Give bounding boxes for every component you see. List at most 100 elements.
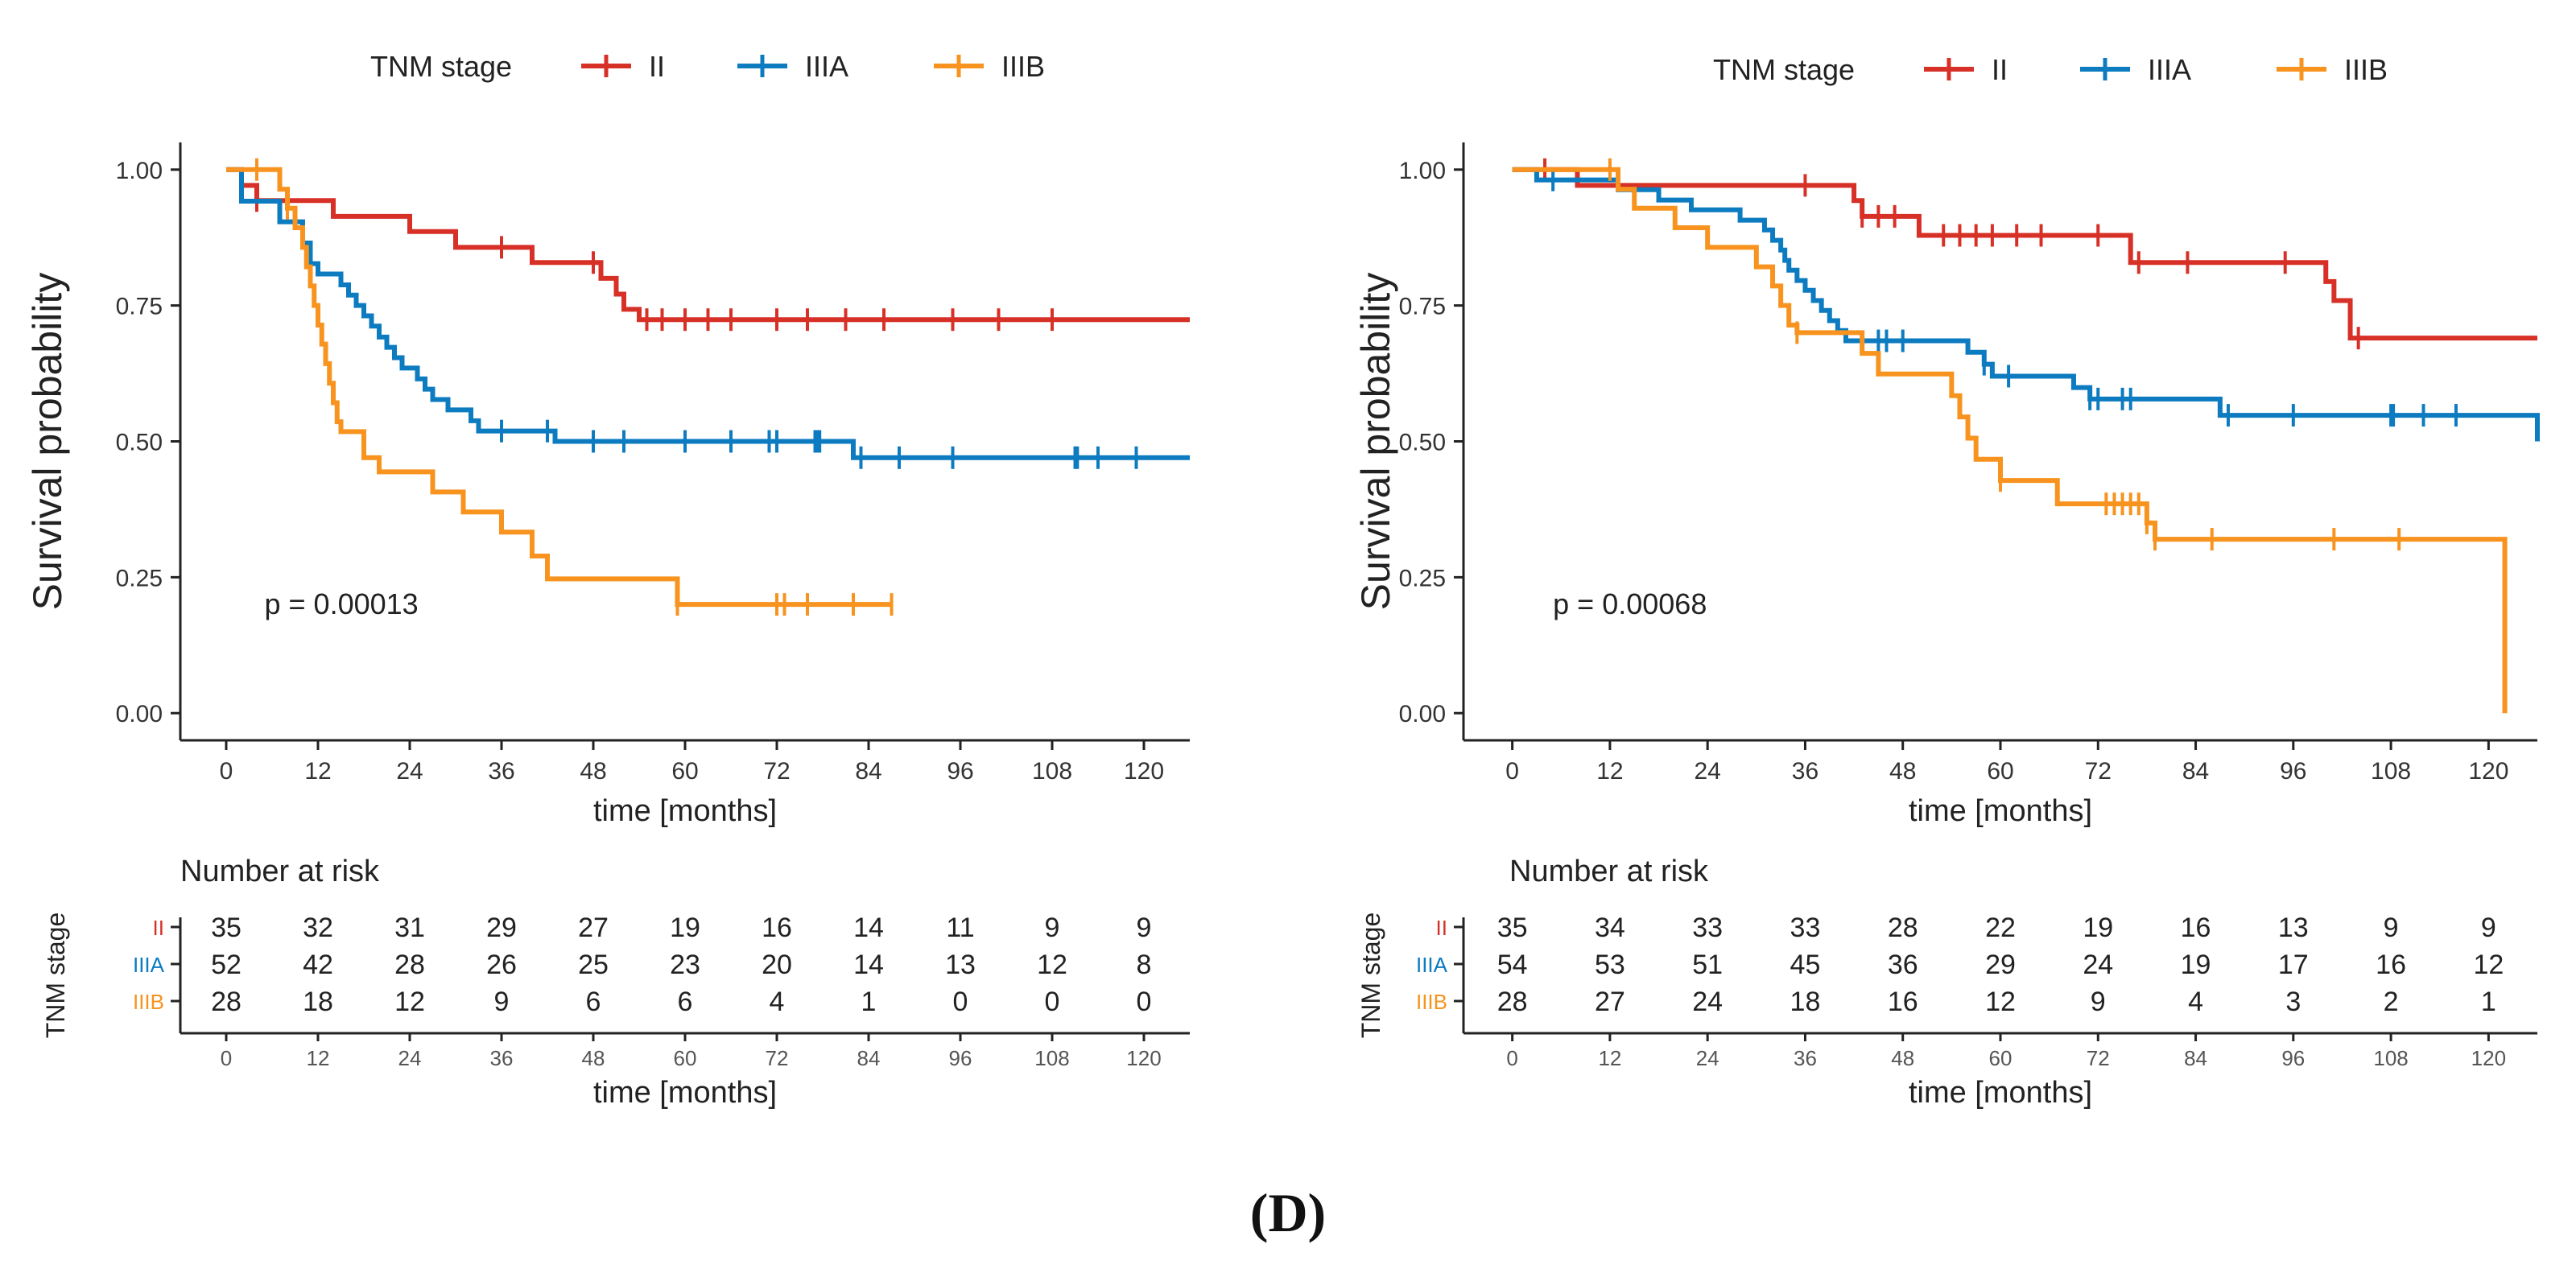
risk-table-group-axis-label: TNM stage	[41, 913, 70, 1038]
risk-table-cell: 22	[1985, 913, 2016, 943]
risk-table-cell: 9	[494, 987, 510, 1017]
risk-table-x-tick-label: 108	[2373, 1046, 2408, 1070]
risk-table-cell: 53	[1595, 950, 1625, 980]
risk-table-cell: 29	[1985, 950, 2016, 980]
risk-table-cell: 35	[1497, 913, 1528, 943]
legend: TNM stage II IIIA IIIB	[1713, 53, 2388, 86]
risk-table-cell: 4	[770, 987, 785, 1017]
x-axis-label: time [months]	[593, 794, 777, 828]
y-tick-label: 1.00	[116, 158, 163, 184]
risk-table-x-tick-label: 60	[674, 1046, 697, 1070]
risk-table-x-tick-label: 12	[1598, 1046, 1621, 1070]
risk-table-x-tick-label: 24	[1696, 1046, 1719, 1070]
risk-table-cell: 20	[762, 950, 792, 980]
x-tick-label: 0	[220, 758, 233, 785]
risk-table-cell: 24	[1692, 987, 1723, 1017]
risk-table-x-tick-label: 120	[2471, 1046, 2506, 1070]
x-tick-label: 36	[1792, 758, 1818, 785]
risk-table-cell: 1	[861, 987, 877, 1017]
risk-table-cell: 2	[2384, 987, 2399, 1017]
x-tick-label: 48	[580, 758, 606, 785]
x-tick-label: 120	[2468, 758, 2508, 785]
survival-curve-ii	[1512, 167, 2537, 341]
risk-table-cell: 24	[2083, 950, 2113, 980]
risk-table-cell: 23	[670, 950, 700, 980]
risk-table-x-axis-label: time [months]	[1909, 1076, 2092, 1110]
risk-table-cell: 11	[946, 913, 974, 943]
risk-table-group-axis-label: TNM stage	[1356, 913, 1385, 1038]
y-tick-label: 0.75	[116, 294, 163, 320]
survival-curve-iiib	[226, 167, 892, 608]
risk-table-x-tick-label: 12	[307, 1046, 330, 1070]
risk-table-cell: 29	[486, 913, 517, 943]
risk-table-cell: 34	[1595, 913, 1625, 943]
y-axis-label: Survival probability	[1353, 273, 1398, 611]
risk-table-x-tick-label: 72	[2087, 1046, 2110, 1070]
risk-table-cell: 19	[2083, 913, 2113, 943]
risk-table-cell: 54	[1497, 950, 1528, 980]
risk-table-cell: 17	[2278, 950, 2309, 980]
risk-table-cell: 18	[303, 987, 333, 1017]
risk-table-cell: 19	[2181, 950, 2211, 980]
x-tick-label: 108	[2371, 758, 2411, 785]
legend-label-ii: II	[1992, 53, 2008, 86]
risk-table-x-tick-label: 96	[949, 1046, 972, 1070]
risk-table-cell: 9	[1045, 913, 1060, 943]
x-tick-label: 12	[304, 758, 331, 785]
km-chart-1: TNM stage II IIIA IIIB 0.00 0.25 0.50 0.75 1.00 0…	[25, 50, 1190, 1110]
risk-table-cell: 16	[2376, 950, 2406, 980]
risk-table-cell: 27	[578, 913, 609, 943]
risk-table-cell: 33	[1692, 913, 1723, 943]
risk-table-x-tick-label: 36	[1794, 1046, 1817, 1070]
x-tick-label: 72	[2085, 758, 2112, 785]
risk-table-cell: 14	[853, 913, 884, 943]
risk-table-cell: 51	[1692, 950, 1723, 980]
legend-label-iiib: IIIB	[2344, 53, 2388, 86]
risk-table-cell: 12	[2473, 950, 2504, 980]
risk-table-cell: 12	[1985, 987, 2016, 1017]
risk-table-x-tick-label: 84	[2184, 1046, 2207, 1070]
risk-table-group-label: IIIB	[133, 990, 164, 1014]
risk-table-cell: 45	[1790, 950, 1821, 980]
risk-table-x-tick-label: 36	[490, 1046, 514, 1070]
y-tick-label: 1.00	[1399, 158, 1446, 184]
risk-table-cell: 42	[303, 950, 333, 980]
legend-label-ii: II	[649, 50, 665, 83]
risk-table-group-label: IIIA	[1416, 953, 1448, 977]
y-tick-label: 0.50	[1399, 430, 1446, 456]
risk-table-title: Number at risk	[1509, 855, 1709, 888]
y-tick-label: 0.00	[1399, 701, 1446, 727]
risk-table-cell: 18	[1790, 987, 1821, 1017]
x-axis-label: time [months]	[1909, 794, 2092, 828]
x-tick-label: 48	[1889, 758, 1916, 785]
risk-table-cell: 13	[2278, 913, 2309, 943]
risk-table-group-label: II	[1436, 916, 1447, 940]
legend-label-iiia: IIIA	[2148, 53, 2191, 86]
risk-table-x-tick-label: 24	[398, 1046, 422, 1070]
x-tick-label: 12	[1596, 758, 1623, 785]
legend-title: TNM stage	[1713, 53, 1855, 86]
risk-table-cell: 28	[1497, 987, 1528, 1017]
risk-table-cell: 9	[2091, 987, 2106, 1017]
risk-table-cell: 0	[1137, 987, 1152, 1017]
survival-curve-iiib	[1512, 167, 2508, 714]
legend: TNM stage II IIIA IIIB	[370, 50, 1045, 83]
y-tick-label: 0.25	[1399, 565, 1446, 591]
risk-table-x-tick-label: 96	[2281, 1046, 2305, 1070]
panel-label: (D)	[1249, 1182, 1327, 1243]
x-tick-label: 72	[763, 758, 790, 785]
risk-table-cell: 28	[394, 950, 425, 980]
risk-table-cell: 25	[578, 950, 609, 980]
risk-table-x-axis-label: time [months]	[593, 1076, 777, 1110]
risk-table-x-tick-label: 108	[1034, 1046, 1069, 1070]
risk-table-cell: 32	[303, 913, 333, 943]
risk-table-cell: 13	[945, 950, 976, 980]
x-tick-label: 36	[488, 758, 514, 785]
x-tick-label: 96	[2280, 758, 2306, 785]
risk-table-group-label: II	[153, 916, 164, 940]
risk-table-cell: 28	[211, 987, 242, 1017]
risk-table-cell: 16	[1888, 987, 1918, 1017]
risk-table-cell: 26	[486, 950, 517, 980]
risk-table-x-tick-label: 0	[1506, 1046, 1517, 1070]
risk-table-cell: 9	[2384, 913, 2399, 943]
